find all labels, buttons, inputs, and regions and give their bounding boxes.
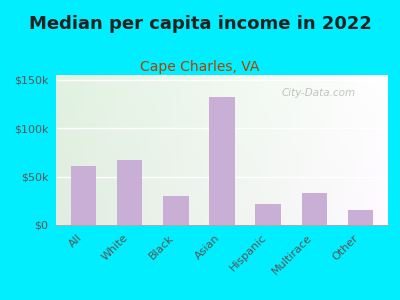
Text: Cape Charles, VA: Cape Charles, VA xyxy=(140,60,260,74)
Bar xyxy=(256,204,281,225)
Text: City-Data.com: City-Data.com xyxy=(282,88,356,98)
Bar xyxy=(348,209,373,225)
Bar xyxy=(163,196,188,225)
Bar xyxy=(302,193,327,225)
Bar xyxy=(209,97,235,225)
Bar xyxy=(71,166,96,225)
Bar xyxy=(117,160,142,225)
Text: Median per capita income in 2022: Median per capita income in 2022 xyxy=(28,15,372,33)
